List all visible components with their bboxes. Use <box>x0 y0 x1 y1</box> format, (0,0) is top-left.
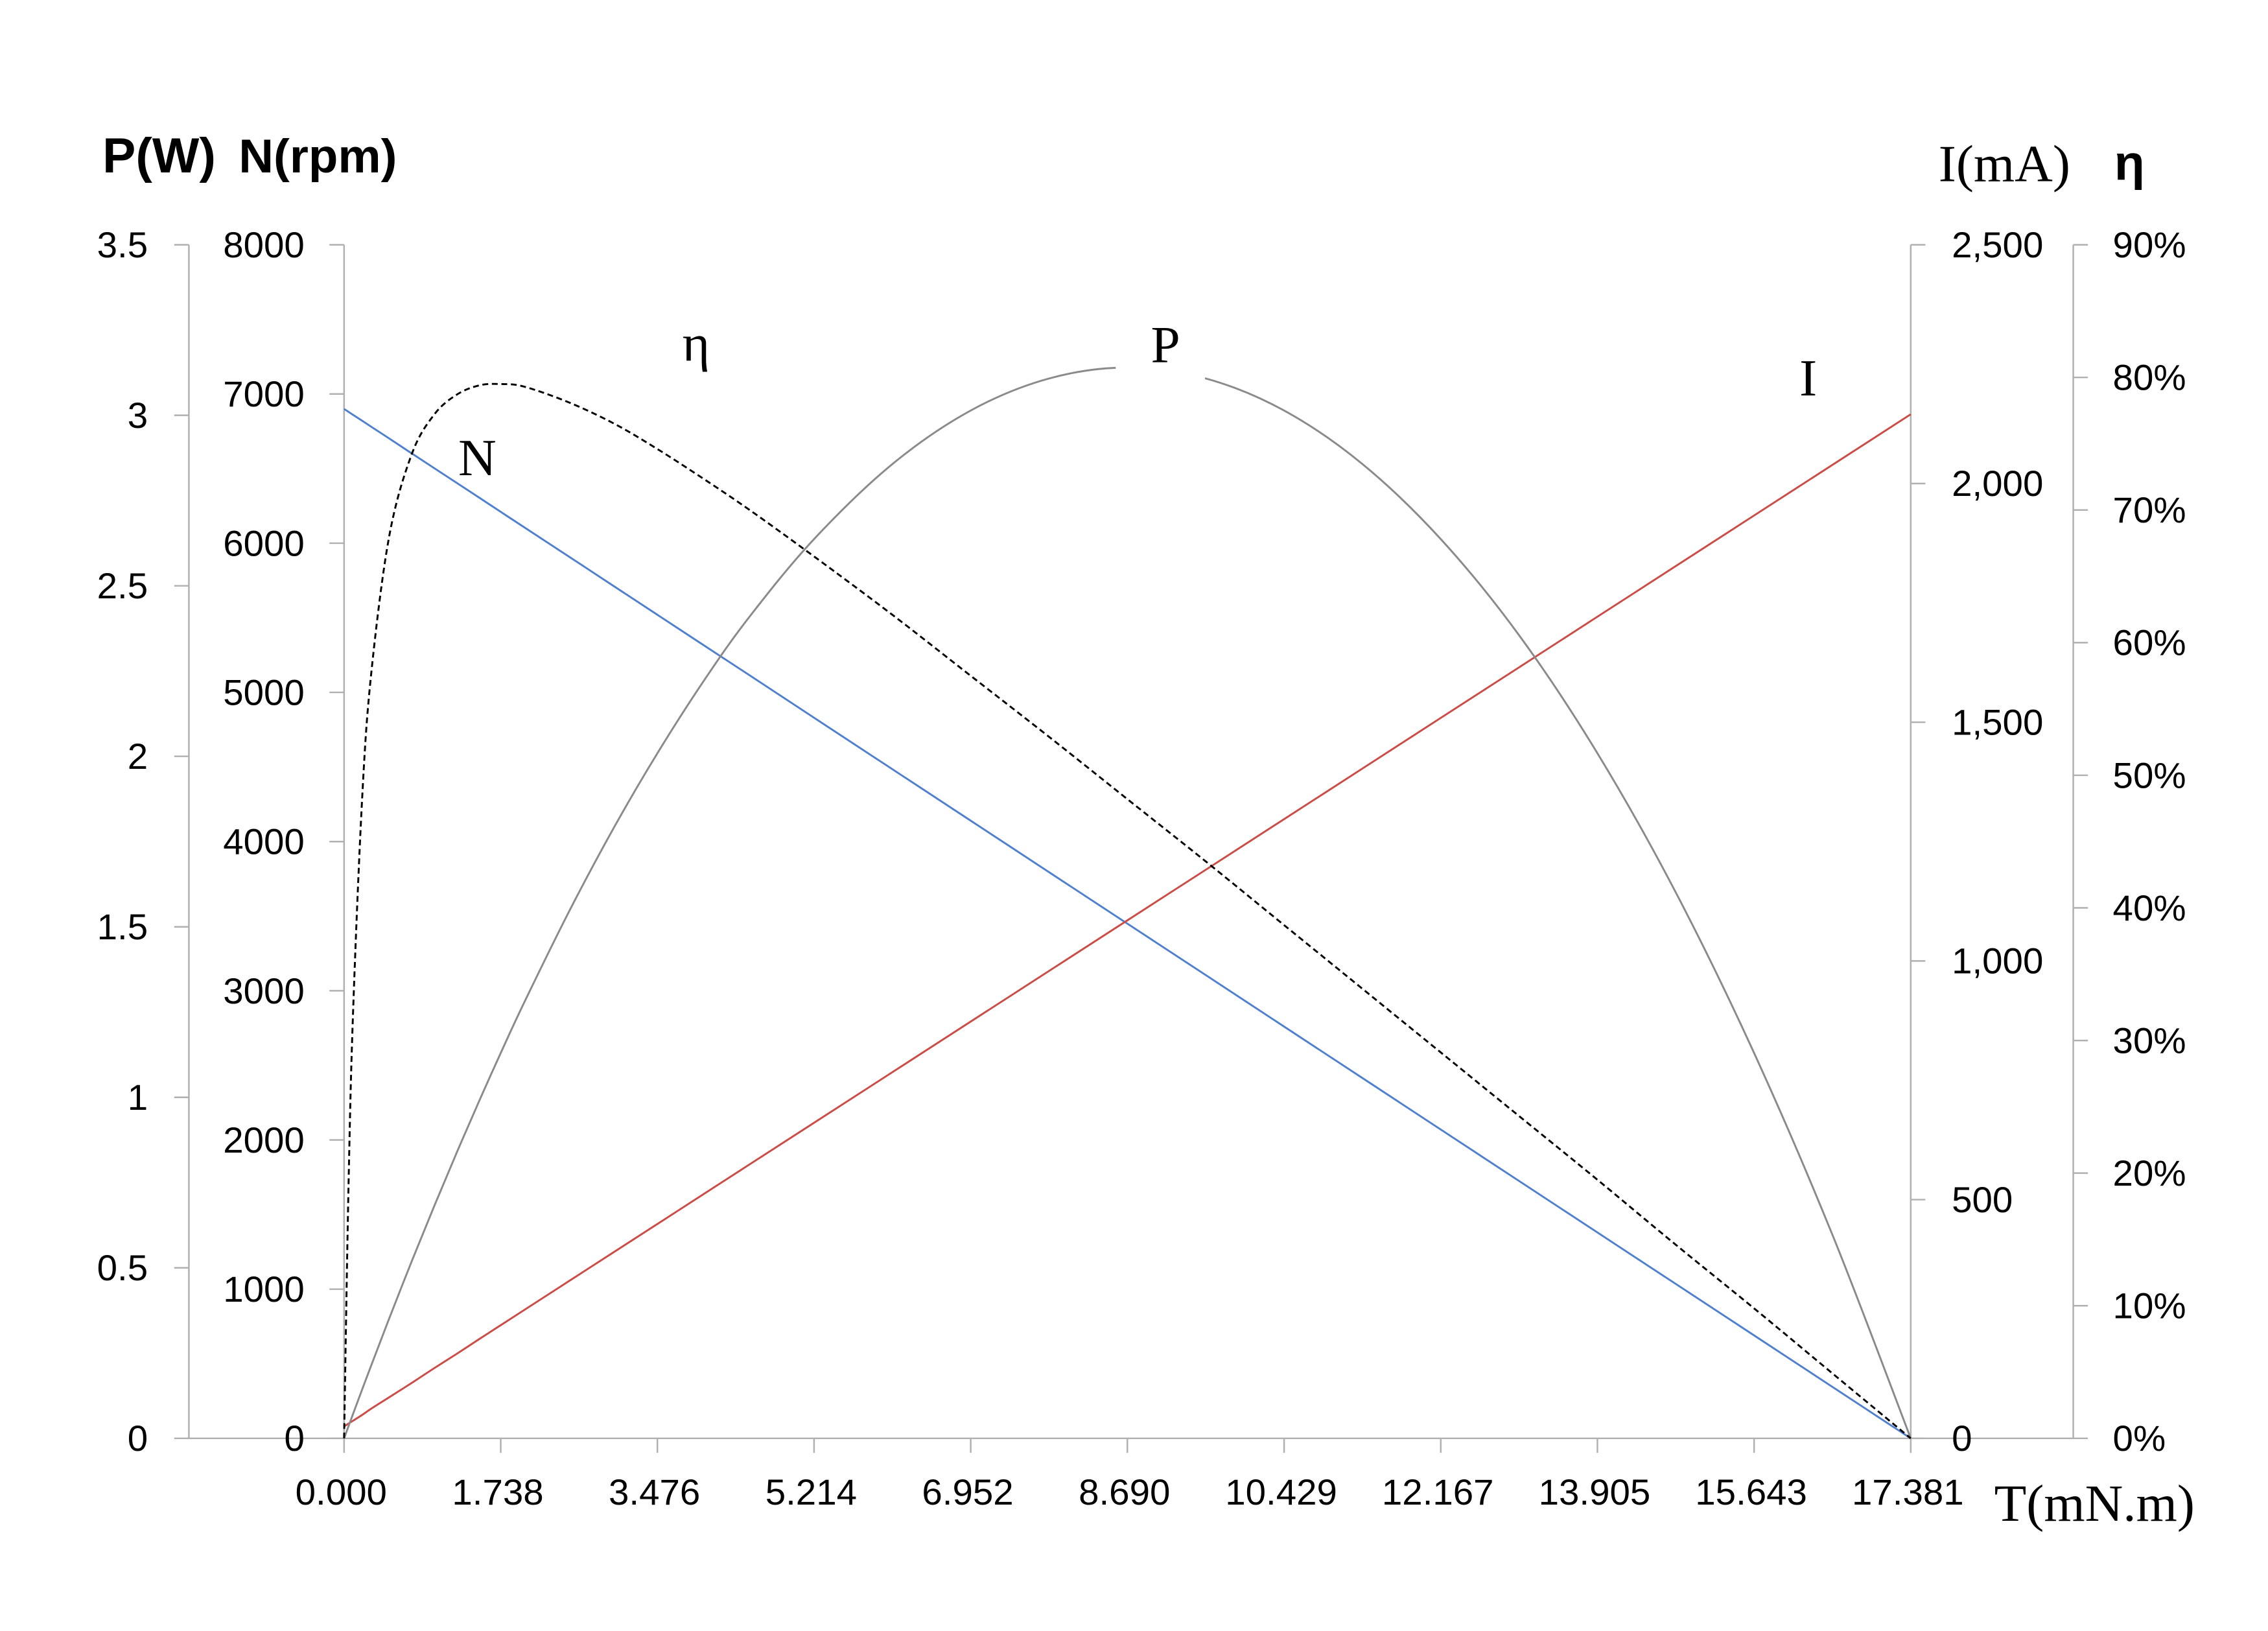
n-axis-tick-label: 4000 <box>223 821 305 862</box>
p-axis-tick-label: 1 <box>128 1077 148 1118</box>
n-axis-tick-label: 3000 <box>223 970 305 1011</box>
eta-axis-tick-label: 0% <box>2113 1418 2166 1459</box>
p-axis-tick-label: 3 <box>128 395 148 436</box>
current-curve-label: I <box>1799 349 1817 407</box>
eta-axis-tick-label: 80% <box>2113 357 2186 398</box>
i-axis-tick-label: 1,500 <box>1952 702 2043 743</box>
p-axis-tick-label: 0 <box>128 1418 148 1459</box>
n-axis-tick-label: 7000 <box>223 373 305 414</box>
x-axis-tick-label: 6.952 <box>922 1472 1013 1512</box>
n-axis-tick-label: 0 <box>284 1418 304 1459</box>
axis-ticks <box>174 244 2088 1453</box>
eta-axis-tick-label: 20% <box>2113 1153 2186 1193</box>
n-axis-tick-label: 2000 <box>223 1120 305 1160</box>
power-curve-label: P <box>1151 316 1180 374</box>
n-axis-tick-label: 1000 <box>223 1269 305 1309</box>
eta-axis-tick-label: 50% <box>2113 755 2186 796</box>
n-axis-tick-label: 6000 <box>223 523 305 564</box>
p-axis-tick-label: 0.5 <box>97 1247 148 1288</box>
eta-axis-tick-label: 90% <box>2113 224 2186 265</box>
x-axis-tick-label: 15.643 <box>1695 1472 1807 1512</box>
p-axis-tick-label: 1.5 <box>97 906 148 947</box>
x-axis-tick-label: 3.476 <box>609 1472 700 1512</box>
x-axis-tick-label: 5.214 <box>766 1472 857 1512</box>
i-axis-tick-label: 0 <box>1952 1418 1972 1459</box>
x-axis-tick-label: 13.905 <box>1539 1472 1651 1512</box>
n-axis-tick-label: 5000 <box>223 672 305 713</box>
power-line <box>343 366 1912 1439</box>
x-axis-tick-label: 12.167 <box>1382 1472 1494 1512</box>
n-axis-tick-label: 8000 <box>223 224 305 265</box>
i-axis-tick-label: 500 <box>1952 1179 2013 1220</box>
eta-axis-tick-label: 10% <box>2113 1285 2186 1326</box>
speed-curve-label: N <box>458 429 497 487</box>
p-axis-tick-label: 2 <box>128 736 148 777</box>
x-axis-tick-label: 0.000 <box>296 1472 387 1512</box>
speed-line <box>344 408 1911 1440</box>
current-line <box>344 413 1911 1427</box>
i-axis-tick-label: 2,000 <box>1952 463 2043 504</box>
efficiency-curve-label: η <box>683 315 710 373</box>
axis-tick-labels: 00.511.522.533.5010002000300040005000600… <box>97 224 2186 1512</box>
eta-axis-tick-label: 30% <box>2113 1020 2186 1061</box>
x-axis-tick-label: 8.690 <box>1079 1472 1170 1512</box>
efficiency-line <box>343 382 1911 1439</box>
x-axis-tick-label: 10.429 <box>1225 1472 1337 1512</box>
x-axis-tick-label: 1.738 <box>452 1472 543 1512</box>
eta-axis-tick-label: 60% <box>2113 622 2186 663</box>
p-label-backdrop <box>1116 344 1206 388</box>
eta-axis-title: η <box>2114 135 2145 191</box>
eta-axis-tick-label: 70% <box>2113 489 2186 530</box>
i-axis-tick-label: 1,000 <box>1952 941 2043 981</box>
plot-curves <box>343 366 1912 1440</box>
i-axis-tick-label: 2,500 <box>1952 224 2043 265</box>
x-axis-title: T(mN.m) <box>1994 1475 2195 1533</box>
x-axis-tick-label: 17.381 <box>1852 1472 1964 1512</box>
p-axis-title: P(W) <box>102 128 216 183</box>
i-axis-title: I(mA) <box>1939 135 2070 193</box>
p-axis-tick-label: 3.5 <box>97 224 148 265</box>
eta-axis-tick-label: 40% <box>2113 887 2186 928</box>
n-axis-title: N(rpm) <box>239 129 397 183</box>
p-axis-tick-label: 2.5 <box>97 565 148 606</box>
